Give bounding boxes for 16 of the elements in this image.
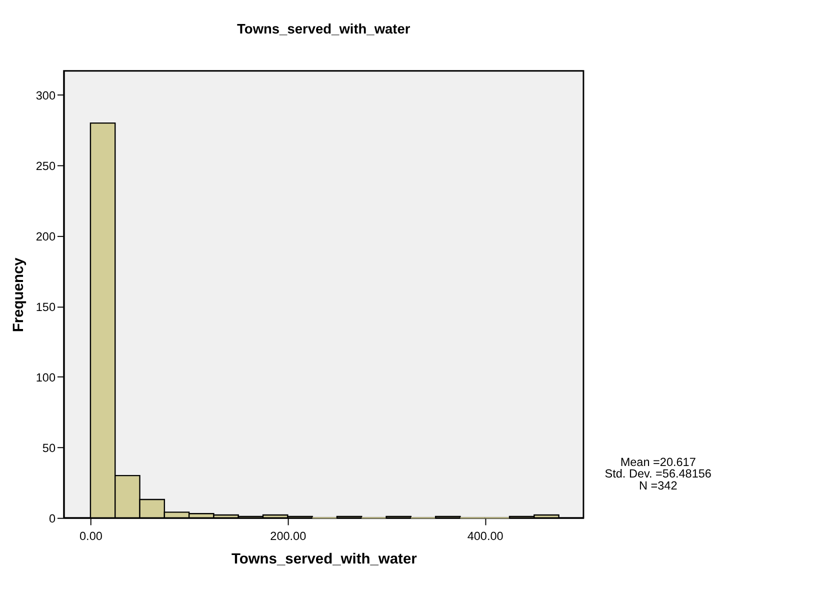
y-tick-label: 200 [36, 230, 56, 244]
y-tick-label: 0 [48, 512, 56, 526]
x-axis-title: Towns_served_with_water [231, 552, 418, 568]
y-tick-label: 300 [36, 89, 56, 102]
y-tick-label: 150 [36, 300, 56, 314]
y-tick-label: 250 [36, 160, 56, 173]
chart-title: Towns_served_with_water [237, 22, 411, 37]
text: N =342 [638, 479, 678, 492]
x-tick-label: 0.00 [80, 530, 103, 543]
x-tick-label: 200.00 [270, 530, 307, 543]
y-tick-label: 50 [42, 442, 56, 455]
text: Mean =20.617 [620, 456, 696, 469]
y-tick-label: 100 [36, 371, 56, 384]
y-axis-title: Frequency [11, 256, 28, 332]
x-tick-label: 400.00 [467, 530, 504, 543]
text: Std. Dev. =56.48156 [604, 468, 712, 481]
